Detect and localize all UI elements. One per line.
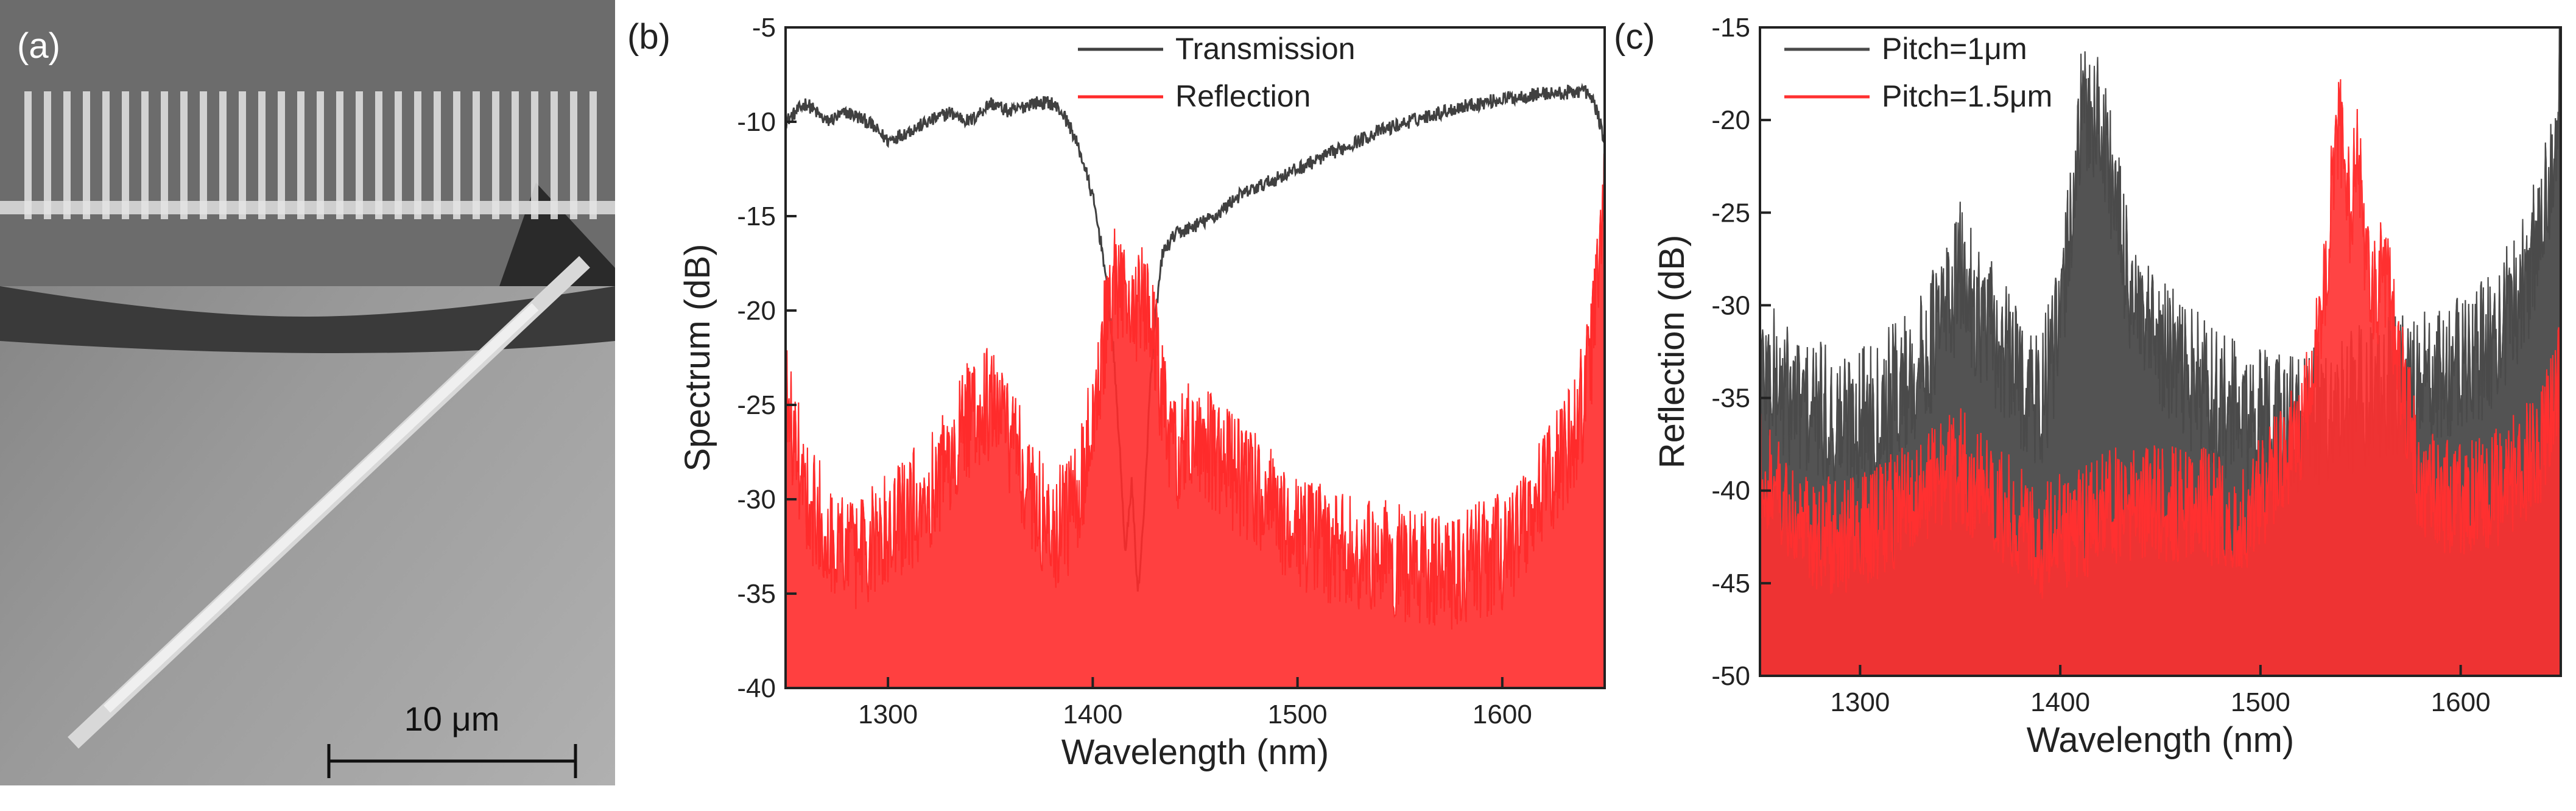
x-tick-label: 1600 — [2431, 687, 2491, 717]
plot-area — [786, 82, 1605, 688]
grating-tooth — [83, 91, 90, 219]
panel-label-c: (c) — [1614, 17, 1655, 57]
grating-tooth — [278, 91, 285, 219]
grating-tooth — [102, 91, 110, 219]
sem-substrate-edge — [0, 286, 615, 353]
series-0-line — [1760, 27, 2561, 497]
grating-tooth — [375, 91, 382, 219]
chart-c: 1300 1400 1500 1600 -50 -45 -40 -35 -30 -25 -20 -15… — [1652, 13, 2562, 760]
grating-tooth — [478, 303, 539, 360]
grating-tooth — [180, 91, 188, 219]
legend-label: Pitch=1.5μm — [1882, 79, 2052, 113]
grating-tooth — [239, 91, 246, 219]
grating-tooth — [63, 91, 71, 219]
grating-tooth — [219, 91, 227, 219]
scale-bar: 10 μm — [327, 700, 577, 778]
x-tick-label: 1400 — [1063, 700, 1122, 729]
legend: Pitch=1μm Pitch=1.5μm — [1784, 32, 2052, 113]
y-axis-title: Reflection (dB) — [1652, 235, 1692, 469]
y-tick-label: -35 — [1711, 384, 1750, 413]
series-1-fill — [786, 153, 1605, 688]
y-tick-label: -40 — [1711, 476, 1750, 506]
y-tick-label: -5 — [752, 13, 776, 43]
x-axis-title: Wavelength (nm) — [2027, 720, 2294, 760]
grating-tooth — [24, 91, 32, 219]
x-axis-title: Wavelength (nm) — [1061, 732, 1329, 772]
y-tick-label: -35 — [737, 579, 776, 609]
x-tick-label: 1500 — [2231, 687, 2290, 717]
sem-dark-region — [0, 183, 615, 286]
y-tick-label: -20 — [737, 296, 776, 326]
legend-label: Pitch=1μm — [1882, 32, 2027, 66]
grating-tooth — [492, 91, 499, 219]
x-tick-label: 1600 — [1473, 700, 1532, 729]
y-tick-label: -25 — [1711, 198, 1750, 228]
legend-label: Transmission — [1175, 32, 1355, 66]
top-grating — [0, 91, 615, 219]
y-tick-label: -15 — [1711, 13, 1750, 43]
panel-label-a: (a) — [17, 26, 60, 66]
y-tick-label: -30 — [737, 485, 776, 514]
grating-tooth — [161, 91, 168, 219]
grating-tooth — [414, 91, 421, 219]
grating-tooth — [473, 91, 480, 219]
grating-tooth — [570, 91, 577, 219]
series-0-line — [786, 82, 1605, 592]
diagonal-grating — [68, 256, 590, 749]
grating-tooth — [531, 91, 538, 219]
grating-tooth — [258, 91, 266, 219]
series-1-line — [786, 153, 1605, 630]
x-tick-label: 1500 — [1268, 700, 1328, 729]
y-tick-label: -20 — [1711, 105, 1750, 135]
grating-tooth — [356, 91, 363, 219]
y-tick-label: -25 — [737, 390, 776, 420]
panel-label-b: (b) — [627, 17, 670, 57]
plot-area — [1760, 27, 2561, 676]
y-tick-label: -40 — [737, 673, 776, 703]
x-tick-label: 1300 — [858, 700, 918, 729]
series-1-line — [1760, 79, 2561, 599]
grating-tooth — [122, 91, 129, 219]
grating-tooth — [395, 91, 402, 219]
y-tick-label: -30 — [1711, 290, 1750, 320]
grating-tooth — [589, 91, 597, 219]
grating-tooth — [317, 91, 324, 219]
y-axis-title: Spectrum (dB) — [678, 244, 717, 472]
sem-micrograph: (a) — [0, 0, 615, 785]
waveguide-top — [0, 201, 615, 214]
grating-tooth — [512, 91, 519, 219]
grating-tooth — [434, 91, 441, 219]
y-tick-label: -50 — [1711, 661, 1750, 691]
axes-frame — [1759, 26, 2562, 677]
scale-bar-label: 10 μm — [404, 700, 500, 738]
legend-label: Reflection — [1175, 79, 1311, 113]
grating-tooth — [200, 91, 207, 219]
grating-tooth — [453, 91, 460, 219]
grating-tooth — [336, 91, 343, 219]
legend: Transmission Reflection — [1078, 32, 1355, 113]
x-tick-label: 1300 — [1830, 687, 1890, 717]
grating-tooth — [551, 91, 558, 219]
y-tick-label: -10 — [737, 107, 776, 137]
y-tick-label: -15 — [737, 202, 776, 231]
grating-tooth — [297, 91, 304, 219]
chart-b: 1300 1400 1500 1600 -40 -35 -30 -25 -20 -15 -10 -5 W… — [678, 13, 1606, 772]
grating-tooth — [141, 91, 149, 219]
grating-tooth — [44, 91, 51, 219]
y-tick-label: -45 — [1711, 569, 1750, 599]
x-tick-label: 1400 — [2030, 687, 2090, 717]
axes-frame — [784, 26, 1606, 689]
